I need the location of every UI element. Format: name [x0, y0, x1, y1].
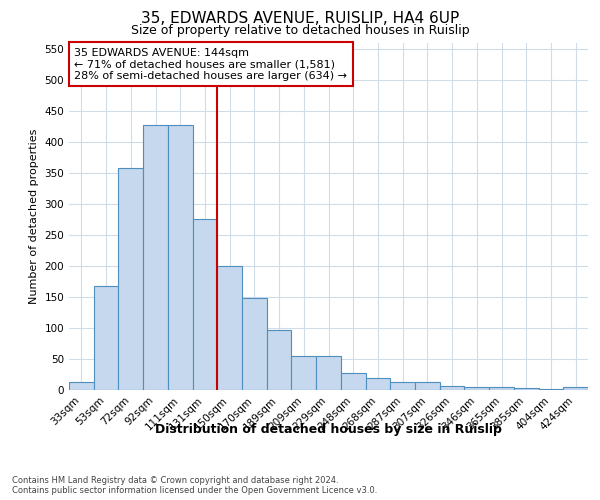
- Bar: [341, 373, 365, 390]
- Bar: [193, 220, 217, 390]
- Bar: [267, 330, 292, 390]
- Bar: [489, 387, 514, 390]
- Bar: [292, 356, 316, 390]
- Bar: [316, 356, 341, 390]
- Bar: [563, 387, 588, 390]
- Bar: [514, 388, 539, 390]
- Text: Size of property relative to detached houses in Ruislip: Size of property relative to detached ho…: [131, 24, 469, 37]
- Bar: [168, 125, 193, 390]
- Bar: [69, 382, 94, 390]
- Text: 35 EDWARDS AVENUE: 144sqm
← 71% of detached houses are smaller (1,581)
28% of se: 35 EDWARDS AVENUE: 144sqm ← 71% of detac…: [74, 48, 347, 81]
- Bar: [217, 266, 242, 390]
- Bar: [415, 382, 440, 390]
- Text: 35, EDWARDS AVENUE, RUISLIP, HA4 6UP: 35, EDWARDS AVENUE, RUISLIP, HA4 6UP: [141, 11, 459, 26]
- Bar: [365, 378, 390, 390]
- Bar: [390, 382, 415, 390]
- Bar: [440, 386, 464, 390]
- Y-axis label: Number of detached properties: Number of detached properties: [29, 128, 39, 304]
- Text: Contains HM Land Registry data © Crown copyright and database right 2024.
Contai: Contains HM Land Registry data © Crown c…: [12, 476, 377, 495]
- Bar: [242, 298, 267, 390]
- Text: Distribution of detached houses by size in Ruislip: Distribution of detached houses by size …: [155, 422, 502, 436]
- Bar: [118, 168, 143, 390]
- Bar: [143, 125, 168, 390]
- Bar: [94, 286, 118, 390]
- Bar: [464, 387, 489, 390]
